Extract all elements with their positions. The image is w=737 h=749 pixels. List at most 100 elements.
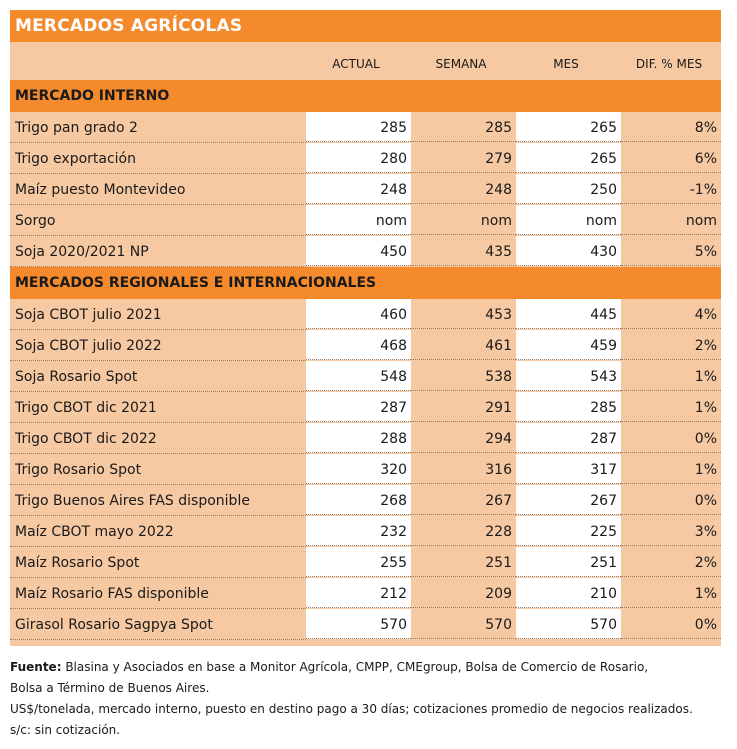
table-row: Trigo exportación 280 279 265 6% bbox=[10, 143, 721, 174]
cell-dif: 2% bbox=[621, 330, 721, 360]
table-row: Maíz Rosario Spot 255 251 251 2% bbox=[10, 547, 721, 578]
cell-semana: 279 bbox=[411, 143, 516, 173]
cell-semana: 453 bbox=[411, 299, 516, 329]
table-title: MERCADOS AGRÍCOLAS bbox=[10, 10, 721, 42]
cell-semana: 285 bbox=[411, 112, 516, 142]
cell-semana: 248 bbox=[411, 174, 516, 204]
cell-actual: 285 bbox=[306, 112, 411, 142]
row-divider bbox=[10, 546, 306, 547]
row-divider bbox=[10, 422, 306, 423]
row-divider bbox=[10, 266, 306, 267]
cell-dif: 0% bbox=[621, 485, 721, 515]
table-row: Sorgo nom nom nom nom bbox=[10, 205, 721, 236]
table-row: Trigo Rosario Spot 320 316 317 1% bbox=[10, 454, 721, 485]
footer-notes: Fuente: Blasina y Asociados en base a Mo… bbox=[10, 657, 725, 741]
row-label: Soja 2020/2021 NP bbox=[15, 244, 149, 260]
cell-actual: 280 bbox=[306, 143, 411, 173]
cell-dif: 8% bbox=[621, 112, 721, 142]
row-label: Sorgo bbox=[15, 213, 56, 229]
cell-semana: 228 bbox=[411, 516, 516, 546]
cell-semana: 291 bbox=[411, 392, 516, 422]
cell-semana: 267 bbox=[411, 485, 516, 515]
cell-actual: 212 bbox=[306, 578, 411, 608]
row-label: Soja Rosario Spot bbox=[15, 369, 138, 385]
cell-actual: 287 bbox=[306, 392, 411, 422]
cell-mes: 543 bbox=[516, 361, 621, 391]
row-divider bbox=[10, 484, 306, 485]
row-divider bbox=[10, 577, 306, 578]
cell-semana: 538 bbox=[411, 361, 516, 391]
table-row: Maíz CBOT mayo 2022 232 228 225 3% bbox=[10, 516, 721, 547]
cell-semana: 294 bbox=[411, 423, 516, 453]
cell-actual: 268 bbox=[306, 485, 411, 515]
cell-mes: 225 bbox=[516, 516, 621, 546]
row-divider bbox=[10, 360, 306, 361]
cell-mes: 445 bbox=[516, 299, 621, 329]
cell-mes: 250 bbox=[516, 174, 621, 204]
row-divider bbox=[10, 142, 306, 143]
cell-actual: 232 bbox=[306, 516, 411, 546]
table-row: Trigo CBOT dic 2022 288 294 287 0% bbox=[10, 423, 721, 454]
row-divider bbox=[10, 204, 306, 205]
cell-dif: 1% bbox=[621, 454, 721, 484]
column-header-actual: ACTUAL bbox=[332, 57, 380, 71]
cell-actual: 255 bbox=[306, 547, 411, 577]
cell-dif: 2% bbox=[621, 547, 721, 577]
row-divider bbox=[10, 515, 306, 516]
section-heading: MERCADO INTERNO bbox=[10, 80, 721, 112]
row-label: Trigo Rosario Spot bbox=[15, 462, 142, 478]
table-row: Soja CBOT julio 2021 460 453 445 4% bbox=[10, 299, 721, 330]
row-label: Maíz CBOT mayo 2022 bbox=[15, 524, 174, 540]
table-row: Girasol Rosario Sagpya Spot 570 570 570 0% bbox=[10, 609, 721, 640]
row-label: Soja CBOT julio 2022 bbox=[15, 338, 162, 354]
cell-actual: 288 bbox=[306, 423, 411, 453]
cell-dif: -1% bbox=[621, 174, 721, 204]
cell-actual: nom bbox=[306, 205, 411, 235]
row-label: Trigo exportación bbox=[15, 151, 136, 167]
cell-semana: 435 bbox=[411, 236, 516, 266]
table-row: Soja Rosario Spot 548 538 543 1% bbox=[10, 361, 721, 392]
row-divider bbox=[10, 639, 306, 640]
cell-mes: 265 bbox=[516, 143, 621, 173]
row-label: Trigo CBOT dic 2021 bbox=[15, 400, 157, 416]
cell-semana: 570 bbox=[411, 609, 516, 639]
row-divider bbox=[10, 453, 306, 454]
table-row: Maíz puesto Montevideo 248 248 250 -1% bbox=[10, 174, 721, 205]
footer-note-sc: s/c: sin cotización. bbox=[10, 723, 121, 737]
row-label: Maíz Rosario FAS disponible bbox=[15, 586, 209, 602]
cell-semana: 316 bbox=[411, 454, 516, 484]
table-row: Soja 2020/2021 NP 450 435 430 5% bbox=[10, 236, 721, 267]
cell-actual: 320 bbox=[306, 454, 411, 484]
cell-semana: 209 bbox=[411, 578, 516, 608]
row-label: Soja CBOT julio 2021 bbox=[15, 307, 162, 323]
table-row: Trigo Buenos Aires FAS disponible 268 267 2… bbox=[10, 485, 721, 516]
column-header-mes: MES bbox=[553, 57, 579, 71]
cell-actual: 548 bbox=[306, 361, 411, 391]
cell-mes: 251 bbox=[516, 547, 621, 577]
cell-dif: 1% bbox=[621, 392, 721, 422]
cell-mes: nom bbox=[516, 205, 621, 235]
cell-mes: 287 bbox=[516, 423, 621, 453]
table-row: Trigo CBOT dic 2021 287 291 285 1% bbox=[10, 392, 721, 423]
column-header-semana: SEMANA bbox=[435, 57, 487, 71]
footer-source: Fuente: Blasina y Asociados en base a Mo… bbox=[10, 657, 725, 678]
section-heading: MERCADOS REGIONALES E INTERNACIONALES bbox=[10, 267, 721, 299]
footer-source-label: Fuente: bbox=[10, 660, 62, 674]
cell-mes: 285 bbox=[516, 392, 621, 422]
cell-mes: 317 bbox=[516, 454, 621, 484]
row-label: Maíz Rosario Spot bbox=[15, 555, 140, 571]
table-row: Maíz Rosario FAS disponible 212 209 210 1% bbox=[10, 578, 721, 609]
cell-actual: 468 bbox=[306, 330, 411, 360]
row-label: Trigo pan grado 2 bbox=[15, 120, 138, 136]
row-label: Trigo CBOT dic 2022 bbox=[15, 431, 157, 447]
cell-dif: 1% bbox=[621, 578, 721, 608]
cell-mes: 210 bbox=[516, 578, 621, 608]
cell-mes: 570 bbox=[516, 609, 621, 639]
cell-mes: 430 bbox=[516, 236, 621, 266]
cell-semana: 251 bbox=[411, 547, 516, 577]
cell-dif: nom bbox=[621, 205, 721, 235]
footer-source-text: Blasina y Asociados en base a Monitor Ag… bbox=[61, 660, 649, 674]
row-label: Maíz puesto Montevideo bbox=[15, 182, 186, 198]
cell-actual: 460 bbox=[306, 299, 411, 329]
column-header-dif-mes: DIF. % MES bbox=[635, 57, 703, 71]
